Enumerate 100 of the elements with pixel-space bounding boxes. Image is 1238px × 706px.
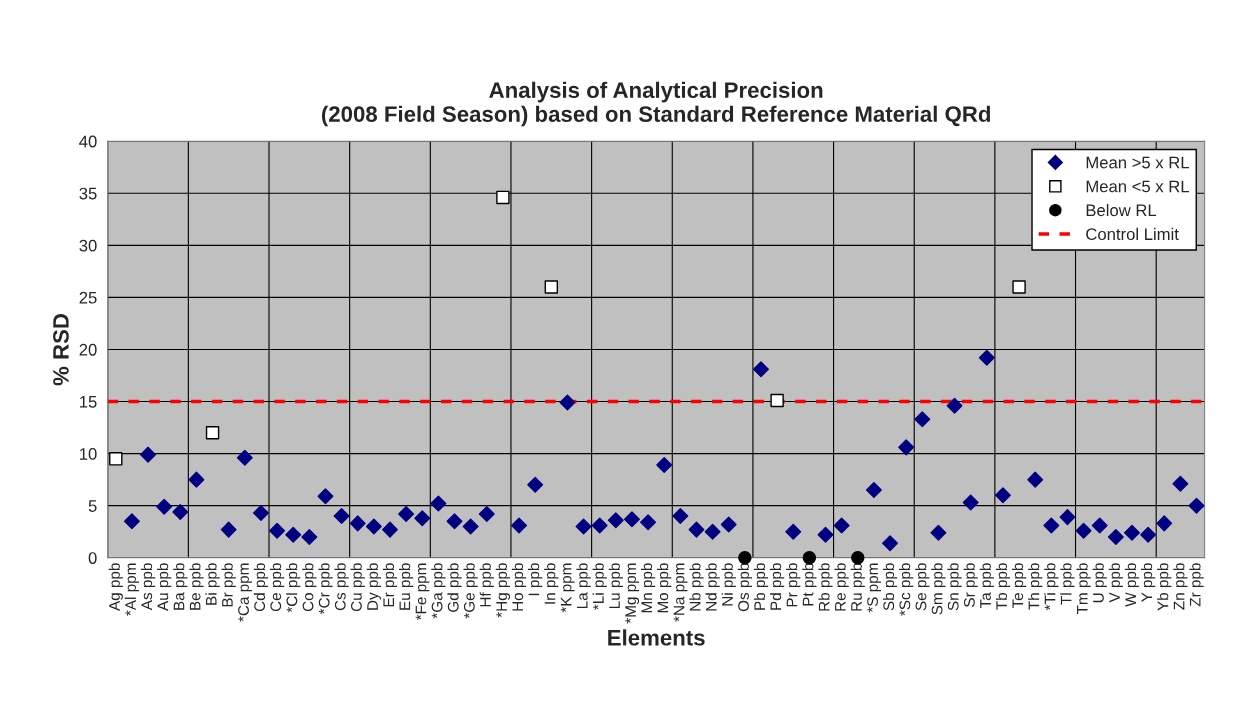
x-axis-title: Elements [608, 629, 705, 646]
point [430, 495, 447, 512]
point [946, 397, 963, 414]
y-tick-label: 35 [79, 187, 97, 200]
x-tick-label: *K ppm [560, 563, 575, 613]
point [865, 482, 882, 499]
point [591, 517, 608, 534]
x-tick-label: Se ppb [915, 563, 930, 611]
point [285, 526, 302, 543]
point [236, 449, 253, 466]
x-tick-label: Gd ppb [447, 563, 462, 612]
x-tick-label: In ppb [544, 563, 559, 604]
x-tick-label: W ppb [1124, 563, 1140, 607]
x-tick-label: Re ppb [834, 563, 849, 611]
x-tick-label: Er ppb [382, 563, 398, 607]
point [914, 411, 931, 428]
point [188, 471, 205, 488]
x-tick-label: Pt ppb [802, 563, 817, 606]
x-tick-label: Sb ppb [882, 563, 898, 611]
point [1075, 522, 1092, 539]
x-tick-label: *S ppm [867, 563, 882, 613]
x-tick-label: Tl ppb [1060, 563, 1075, 605]
point [333, 508, 350, 525]
point [365, 518, 382, 535]
x-tick-label: V ppb [1108, 563, 1123, 603]
x-tick-label: Yb ppb [1157, 563, 1172, 611]
y-tick-label: 15 [80, 396, 97, 408]
point [140, 446, 157, 463]
x-tick-label: Sn ppb [947, 563, 962, 611]
y-tick-label: 0 [88, 552, 97, 564]
x-tick-label: La ppb [576, 563, 591, 609]
y-tick-label: 5 [88, 500, 97, 512]
point [462, 518, 479, 535]
x-tick-label: Mo ppb [657, 563, 672, 613]
x-tick-label: Hf ppb [479, 563, 494, 607]
point [156, 498, 173, 515]
x-tick-label: Y ppb [1141, 563, 1156, 602]
x-tick-label: Sr ppb [963, 563, 978, 607]
point [1043, 517, 1060, 534]
point [688, 521, 705, 538]
point [833, 517, 850, 534]
point [496, 190, 510, 205]
x-tick-label: Os ppb [737, 563, 752, 612]
x-tick-label: *Hg ppb [495, 563, 511, 618]
point [1140, 526, 1157, 543]
point [623, 511, 640, 528]
point [770, 393, 784, 408]
x-tick-label: *Ga ppb [431, 563, 446, 619]
point [446, 513, 463, 530]
x-tick-label: Cd ppb [253, 563, 269, 612]
x-tick-label: Co ppb [302, 563, 317, 612]
x-tick-label: Pd ppb [770, 563, 785, 610]
x-tick-label: Dy ppb [366, 563, 381, 610]
point [640, 514, 657, 531]
point [301, 528, 318, 545]
point [817, 526, 834, 543]
x-tick-label: Nb ppb [689, 563, 704, 611]
x-tick-label: Mn ppb [640, 563, 656, 613]
point [978, 349, 995, 366]
point [1027, 471, 1044, 488]
x-tick-label: Eu ppb [399, 563, 414, 610]
y-axis-title: % RSD [53, 313, 69, 386]
x-tick-label: Cs ppb [334, 563, 349, 611]
x-tick-label: Pb ppb [753, 563, 769, 610]
x-tick-label: *Cr ppb [318, 563, 333, 615]
point [1172, 475, 1189, 492]
x-tick-label: *Ge ppb [463, 563, 478, 619]
point [575, 518, 592, 535]
x-tick-label: Ru ppb [850, 563, 865, 611]
point [252, 504, 269, 521]
x-tick-label: Zr ppb [1189, 563, 1204, 607]
x-tick-label: Lu ppb [608, 563, 623, 609]
point [511, 517, 528, 534]
point [559, 394, 576, 411]
legend-label: Below RL [1086, 203, 1157, 217]
x-tick-label: Ce ppb [269, 563, 285, 612]
point [398, 506, 415, 522]
point [205, 426, 220, 440]
x-tick-label: Pr ppb [786, 563, 801, 607]
y-tick-label: 30 [79, 239, 97, 252]
point [109, 452, 123, 466]
legend-label: Mean <5 x RL [1086, 180, 1190, 193]
y-tick-label: 20 [79, 343, 97, 356]
point [882, 535, 899, 552]
x-tick-label: *Mg ppm [625, 563, 640, 624]
x-tick-label: *Cl ppb [286, 563, 301, 613]
point [317, 488, 334, 505]
x-tick-label: *Na ppm [673, 563, 688, 622]
point [172, 503, 189, 520]
point [414, 510, 431, 527]
x-tick-label: Tm ppb [1076, 563, 1091, 615]
point [1156, 515, 1173, 532]
point [382, 521, 398, 538]
point [851, 551, 865, 565]
legend-label: Control Limit [1086, 227, 1179, 241]
point [785, 523, 802, 540]
point [478, 506, 495, 522]
x-tick-label: Br ppb [221, 563, 236, 607]
x-tick-label: Ag ppb [108, 563, 123, 611]
x-tick-label: Be ppb [189, 563, 204, 610]
